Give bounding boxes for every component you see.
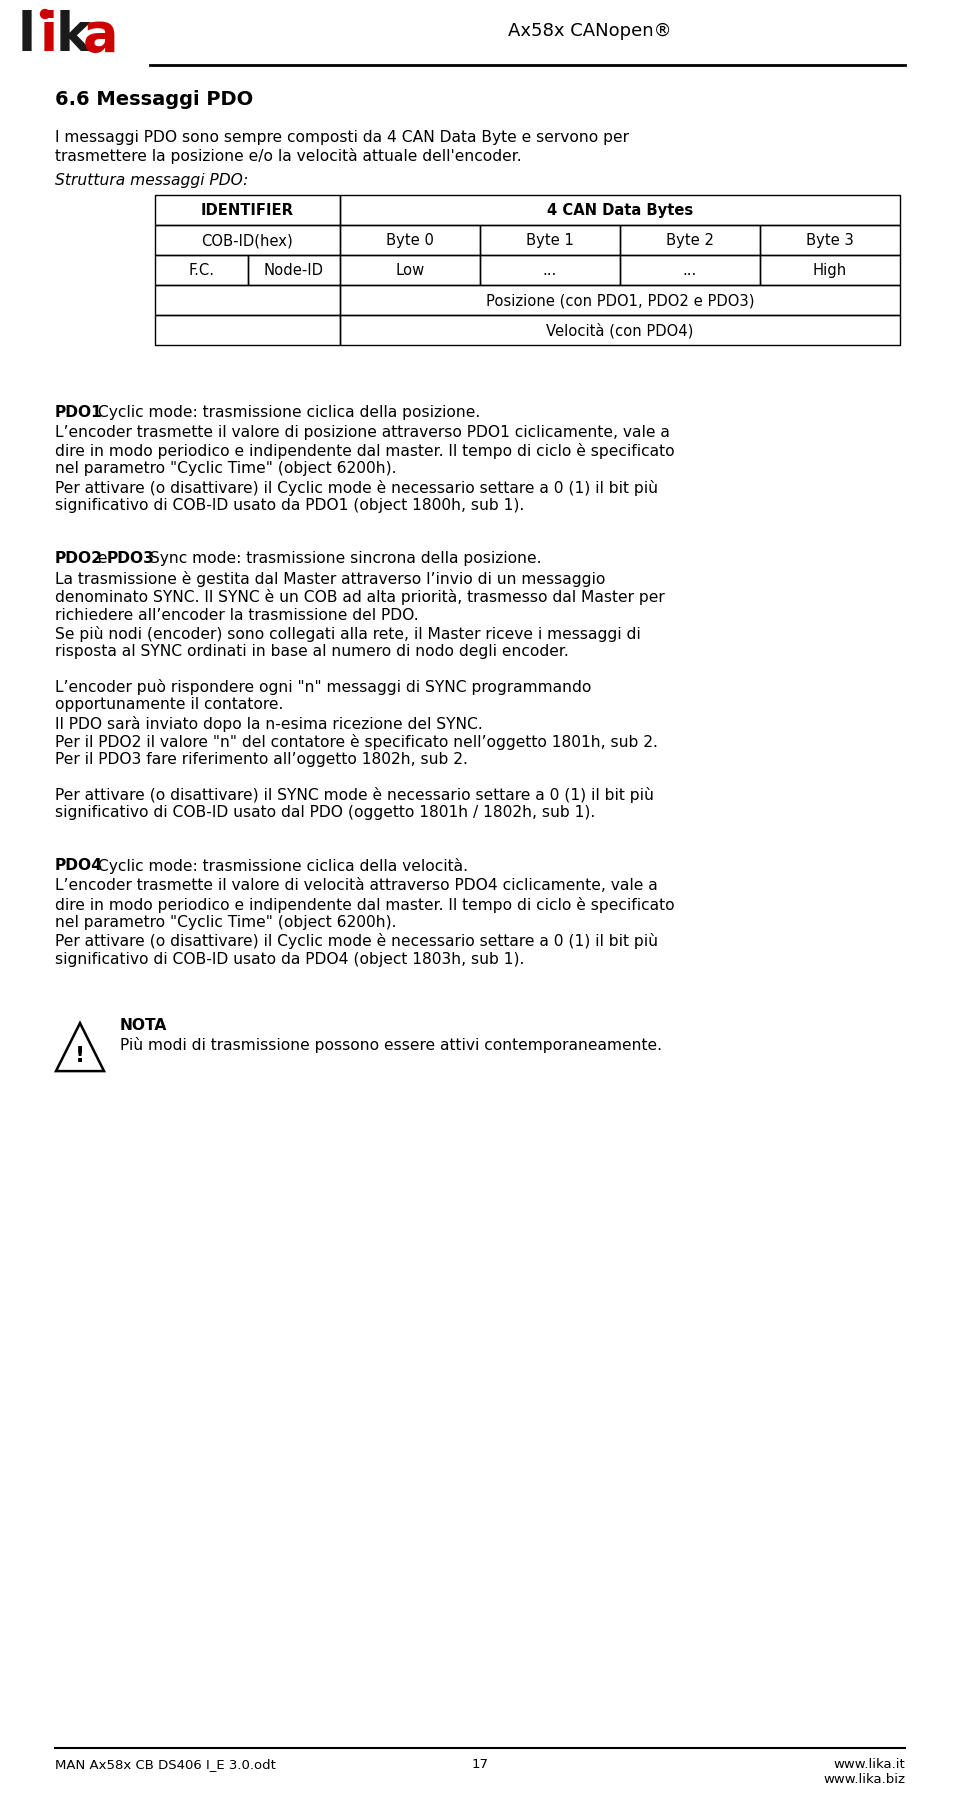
Text: Node-ID: Node-ID [264, 262, 324, 279]
Text: PDO3: PDO3 [107, 550, 155, 567]
Text: Per attivare (o disattivare) il Cyclic mode è necessario settare a 0 (1) il bit : Per attivare (o disattivare) il Cyclic m… [55, 480, 658, 496]
Text: nel parametro "Cyclic Time" (object 6200h).: nel parametro "Cyclic Time" (object 6200… [55, 916, 396, 930]
Circle shape [40, 9, 50, 18]
Text: dire in modo periodico e indipendente dal master. Il tempo di ciclo è specificat: dire in modo periodico e indipendente da… [55, 896, 675, 912]
Bar [155, 224, 340, 255]
Text: L’encoder può rispondere ogni "n" messaggi di SYNC programmando: L’encoder può rispondere ogni "n" messag… [55, 679, 591, 695]
Text: Per il PDO3 fare riferimento all’oggetto 1802h, sub 2.: Per il PDO3 fare riferimento all’oggetto… [55, 753, 468, 767]
Text: e: e [93, 550, 112, 567]
Text: L’encoder trasmette il valore di posizione attraverso PDO1 ciclicamente, vale a: L’encoder trasmette il valore di posizio… [55, 425, 670, 440]
Text: 6.6 Messaggi PDO: 6.6 Messaggi PDO [55, 90, 253, 109]
Text: F.C.: F.C. [188, 262, 214, 279]
Text: a: a [83, 11, 118, 62]
Text: Sync mode: trasmissione sincrona della posizione.: Sync mode: trasmissione sincrona della p… [145, 550, 541, 567]
Bar [760, 255, 900, 284]
Text: Per il PDO2 il valore "n" del contatore è specificato nell’oggetto 1801h, sub 2.: Per il PDO2 il valore "n" del contatore … [55, 733, 658, 749]
Bar [480, 255, 620, 284]
Text: Cyclic mode: trasmissione ciclica della velocità.: Cyclic mode: trasmissione ciclica della … [93, 858, 468, 874]
Text: www.lika.biz: www.lika.biz [823, 1774, 905, 1786]
Text: Cyclic mode: trasmissione ciclica della posizione.: Cyclic mode: trasmissione ciclica della … [93, 404, 480, 420]
Text: Per attivare (o disattivare) il SYNC mode è necessario settare a 0 (1) il bit pi: Per attivare (o disattivare) il SYNC mod… [55, 787, 654, 804]
Text: significativo di COB-ID usato dal PDO (oggetto 1801h / 1802h, sub 1).: significativo di COB-ID usato dal PDO (o… [55, 805, 595, 820]
Text: COB-ID(hex): COB-ID(hex) [202, 233, 294, 248]
Text: PDO1: PDO1 [55, 404, 103, 420]
Text: Per attivare (o disattivare) il Cyclic mode è necessario settare a 0 (1) il bit : Per attivare (o disattivare) il Cyclic m… [55, 934, 658, 948]
Text: ...: ... [542, 262, 557, 279]
Text: !: ! [75, 1046, 85, 1066]
Text: PDO2: PDO2 [55, 550, 103, 567]
Bar [480, 224, 620, 255]
Text: dire in modo periodico e indipendente dal master. Il tempo di ciclo è specificat: dire in modo periodico e indipendente da… [55, 443, 675, 460]
Text: k: k [56, 11, 91, 62]
Text: PDO4: PDO4 [55, 858, 103, 872]
Bar [340, 194, 900, 224]
Text: Più modi di trasmissione possono essere attivi contemporaneamente.: Più modi di trasmissione possono essere … [120, 1037, 662, 1053]
Text: ...: ... [683, 262, 697, 279]
Text: opportunamente il contatore.: opportunamente il contatore. [55, 697, 283, 713]
Text: 4 CAN Data Bytes: 4 CAN Data Bytes [547, 203, 693, 217]
Text: significativo di COB-ID usato da PDO4 (object 1803h, sub 1).: significativo di COB-ID usato da PDO4 (o… [55, 952, 524, 967]
Text: i: i [40, 11, 58, 62]
Text: Low: Low [396, 262, 424, 279]
Text: Il PDO sarà inviato dopo la n-esima ricezione del SYNC.: Il PDO sarà inviato dopo la n-esima rice… [55, 715, 483, 731]
Bar [340, 224, 480, 255]
Bar [760, 224, 900, 255]
Bar [248, 255, 340, 284]
Text: High: High [813, 262, 847, 279]
Text: MAN Ax58x CB DS406 I_E 3.0.odt: MAN Ax58x CB DS406 I_E 3.0.odt [55, 1758, 276, 1770]
Text: Posizione (con PDO1, PDO2 e PDO3): Posizione (con PDO1, PDO2 e PDO3) [486, 293, 755, 308]
Text: denominato SYNC. Il SYNC è un COB ad alta priorità, trasmesso dal Master per: denominato SYNC. Il SYNC è un COB ad alt… [55, 590, 664, 606]
Text: Struttura messaggi PDO:: Struttura messaggi PDO: [55, 174, 249, 188]
Text: Ax58x CANopen®: Ax58x CANopen® [508, 22, 672, 40]
Text: trasmettere la posizione e/o la velocità attuale dell'encoder.: trasmettere la posizione e/o la velocità… [55, 148, 521, 165]
Text: Velocità (con PDO4): Velocità (con PDO4) [546, 322, 694, 338]
Text: La trasmissione è gestita dal Master attraverso l’invio di un messaggio: La trasmissione è gestita dal Master att… [55, 572, 606, 586]
Bar [340, 315, 900, 344]
Text: richiedere all’encoder la trasmissione del PDO.: richiedere all’encoder la trasmissione d… [55, 608, 419, 623]
Bar [155, 315, 340, 344]
Bar [155, 255, 248, 284]
Text: risposta al SYNC ordinati in base al numero di nodo degli encoder.: risposta al SYNC ordinati in base al num… [55, 644, 568, 659]
Text: nel parametro "Cyclic Time" (object 6200h).: nel parametro "Cyclic Time" (object 6200… [55, 462, 396, 476]
Text: Byte 0: Byte 0 [386, 233, 434, 248]
Text: Byte 2: Byte 2 [666, 233, 714, 248]
Bar [620, 255, 760, 284]
Text: Byte 1: Byte 1 [526, 233, 574, 248]
Text: 17: 17 [471, 1758, 489, 1770]
Bar [340, 255, 480, 284]
Text: www.lika.it: www.lika.it [833, 1758, 905, 1770]
Text: L’encoder trasmette il valore di velocità attraverso PDO4 ciclicamente, vale a: L’encoder trasmette il valore di velocit… [55, 878, 658, 894]
Text: Se più nodi (encoder) sono collegati alla rete, il Master riceve i messaggi di: Se più nodi (encoder) sono collegati all… [55, 626, 640, 643]
Bar [155, 284, 340, 315]
Text: l: l [18, 11, 36, 62]
Bar [340, 284, 900, 315]
Bar [155, 194, 340, 224]
Bar [620, 224, 760, 255]
Text: significativo di COB-ID usato da PDO1 (object 1800h, sub 1).: significativo di COB-ID usato da PDO1 (o… [55, 498, 524, 512]
Text: NOTA: NOTA [120, 1017, 167, 1034]
Text: I messaggi PDO sono sempre composti da 4 CAN Data Byte e servono per: I messaggi PDO sono sempre composti da 4… [55, 130, 629, 145]
Text: IDENTIFIER: IDENTIFIER [201, 203, 294, 217]
Text: Byte 3: Byte 3 [806, 233, 854, 248]
